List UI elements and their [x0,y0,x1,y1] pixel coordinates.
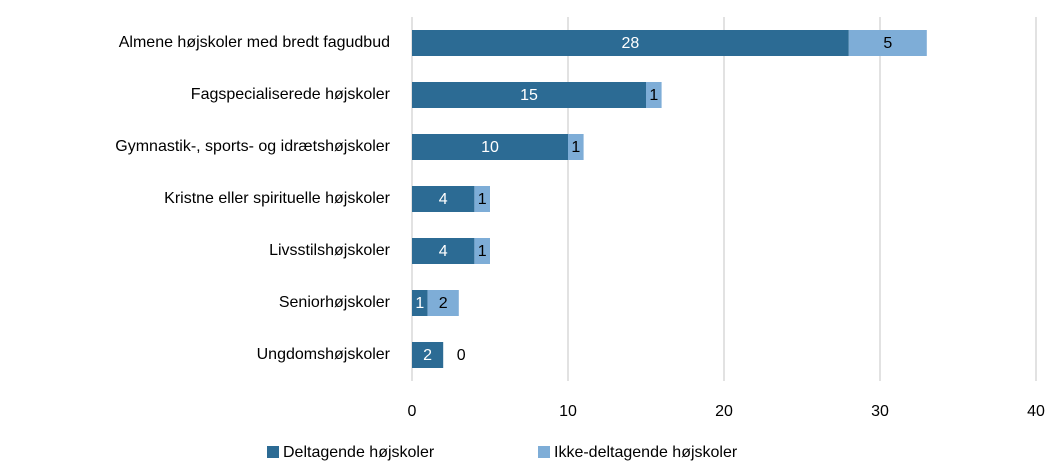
bar-segment [412,134,568,160]
x-tick-label: 10 [559,403,577,420]
legend-swatch [538,446,550,458]
y-tick-label: Livsstilshøjskoler [269,242,391,259]
bar-segment [412,290,428,316]
bar-segment [474,186,490,212]
y-tick-label: Gymnastik-, sports- og idrætshøjskoler [115,138,390,155]
bar-segment [646,82,662,108]
data-label: 28 [622,35,640,52]
x-tick-label: 40 [1027,403,1045,420]
y-tick-label: Kristne eller spirituelle højskoler [164,190,391,207]
bar-segment [427,290,459,316]
y-tick-label: Ungdomshøjskoler [257,346,391,363]
bar-segment [474,238,490,264]
x-tick-label: 30 [871,403,889,420]
data-label: 1 [478,191,487,208]
legend-label: Ikke-deltagende højskoler [554,444,738,461]
x-tick-label: 20 [715,403,733,420]
bar-segment [568,134,584,160]
y-tick-label: Almene højskoler med bredt fagudbud [119,34,390,51]
data-label: 2 [423,347,432,364]
y-tick-label: Fagspecialiserede højskoler [191,86,391,103]
data-label: 2 [439,295,448,312]
bar-segment [412,342,444,368]
legend-swatch [267,446,279,458]
bar-segment [412,186,475,212]
data-label: 10 [481,139,499,156]
data-label: 0 [457,347,466,364]
data-label: 15 [520,87,538,104]
y-tick-label: Seniorhøjskoler [279,294,391,311]
data-label: 4 [439,191,448,208]
bar-segment [412,82,646,108]
data-label: 1 [649,87,658,104]
legend-label: Deltagende højskoler [283,444,435,461]
data-label: 5 [883,35,892,52]
data-label: 1 [478,243,487,260]
bar-segment [412,30,849,56]
data-label: 1 [415,295,424,312]
bar-segment [412,238,475,264]
data-label: 1 [571,139,580,156]
bar-segment [848,30,927,56]
data-label: 4 [439,243,448,260]
x-tick-label: 0 [408,403,417,420]
